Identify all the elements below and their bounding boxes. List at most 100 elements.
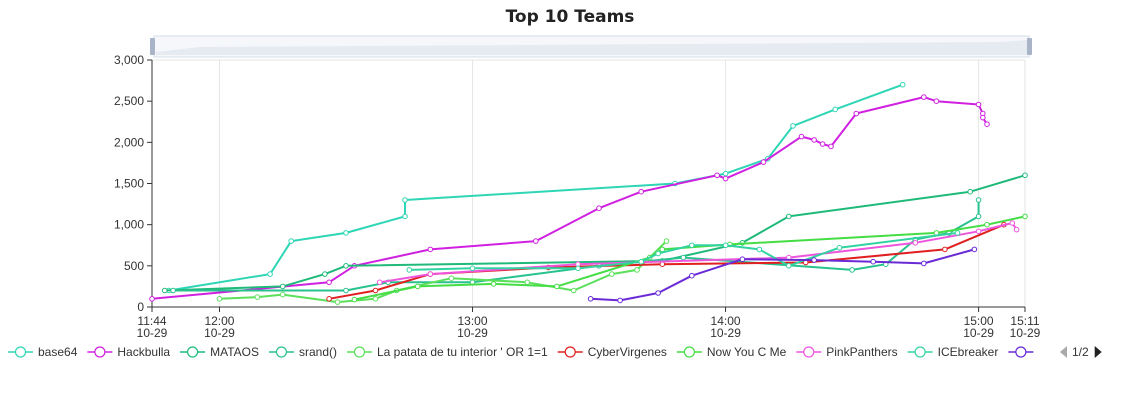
data-point[interactable] bbox=[427, 246, 434, 253]
data-point[interactable] bbox=[617, 297, 623, 304]
data-point[interactable] bbox=[811, 257, 817, 263]
data-point[interactable] bbox=[786, 213, 792, 220]
data-point[interactable] bbox=[655, 290, 661, 296]
series-line[interactable] bbox=[168, 83, 904, 292]
data-point[interactable] bbox=[524, 279, 531, 286]
data-point[interactable] bbox=[975, 197, 982, 203]
data-point[interactable] bbox=[849, 267, 855, 273]
data-point[interactable] bbox=[267, 271, 273, 277]
data-point[interactable] bbox=[714, 172, 720, 179]
data-point[interactable] bbox=[402, 197, 408, 203]
data-point[interactable] bbox=[343, 287, 349, 294]
data-point[interactable] bbox=[689, 272, 695, 279]
data-point[interactable] bbox=[786, 263, 792, 269]
data-point[interactable] bbox=[722, 170, 729, 177]
data-point[interactable] bbox=[971, 246, 978, 253]
data-point[interactable] bbox=[372, 287, 379, 294]
data-point[interactable] bbox=[469, 265, 476, 272]
data-point[interactable] bbox=[427, 271, 434, 277]
slider-right-handle[interactable] bbox=[1027, 38, 1032, 55]
data-point[interactable] bbox=[663, 238, 670, 244]
data-point[interactable] bbox=[326, 296, 332, 302]
data-point[interactable] bbox=[954, 230, 961, 236]
data-point[interactable] bbox=[811, 137, 817, 143]
data-point[interactable] bbox=[334, 299, 341, 305]
data-point[interactable] bbox=[596, 205, 602, 211]
data-point[interactable] bbox=[680, 254, 687, 261]
data-point[interactable] bbox=[326, 279, 332, 286]
data-point[interactable] bbox=[570, 287, 577, 294]
data-point[interactable] bbox=[870, 258, 877, 265]
data-point[interactable] bbox=[975, 228, 982, 235]
legend-item-4[interactable]: La patata de tu interior ' OR 1=1 bbox=[346, 345, 548, 359]
data-point[interactable] bbox=[587, 296, 594, 302]
data-point[interactable] bbox=[490, 281, 497, 287]
data-point[interactable] bbox=[322, 271, 328, 277]
data-point[interactable] bbox=[279, 291, 286, 298]
data-point[interactable] bbox=[254, 294, 261, 300]
legend-item-2[interactable]: MATAOS bbox=[180, 345, 259, 359]
data-point[interactable] bbox=[608, 271, 615, 277]
data-point[interactable] bbox=[533, 238, 539, 244]
data-point[interactable] bbox=[638, 188, 645, 195]
data-point[interactable] bbox=[279, 283, 286, 290]
data-point[interactable] bbox=[790, 123, 796, 129]
legend-item-7[interactable]: PinkPanthers bbox=[796, 345, 898, 359]
legend-item-9[interactable] bbox=[1008, 346, 1034, 358]
data-point[interactable] bbox=[402, 213, 408, 220]
data-point[interactable] bbox=[161, 287, 168, 294]
data-point[interactable] bbox=[722, 175, 729, 182]
series-line[interactable] bbox=[219, 240, 668, 304]
data-point[interactable] bbox=[655, 250, 661, 257]
legend-item-3[interactable]: srand() bbox=[268, 345, 337, 359]
data-point[interactable] bbox=[760, 159, 767, 165]
data-point[interactable] bbox=[1022, 213, 1028, 220]
data-point[interactable] bbox=[638, 258, 645, 265]
slider-left-handle[interactable] bbox=[150, 38, 155, 55]
legend-item-8[interactable]: ICEbreaker bbox=[907, 345, 999, 359]
data-point[interactable] bbox=[343, 230, 349, 236]
data-point[interactable] bbox=[739, 256, 746, 263]
data-point[interactable] bbox=[899, 81, 906, 88]
data-point[interactable] bbox=[406, 267, 413, 273]
data-point[interactable] bbox=[967, 188, 974, 195]
data-point[interactable] bbox=[1022, 172, 1028, 179]
data-point[interactable] bbox=[836, 244, 843, 251]
data-point[interactable] bbox=[659, 246, 666, 253]
data-point[interactable] bbox=[819, 141, 826, 147]
data-point[interactable] bbox=[722, 242, 729, 249]
data-point[interactable] bbox=[828, 143, 834, 150]
data-point[interactable] bbox=[756, 246, 763, 253]
data-point[interactable] bbox=[376, 279, 383, 286]
legend-item-1[interactable]: Hackbulla bbox=[87, 345, 170, 359]
data-point[interactable] bbox=[372, 296, 379, 302]
data-point[interactable] bbox=[554, 283, 560, 290]
data-point[interactable] bbox=[575, 265, 581, 272]
legend-item-6[interactable]: Now You C Me bbox=[676, 345, 787, 359]
data-point[interactable] bbox=[288, 238, 295, 244]
series-line[interactable] bbox=[164, 174, 1026, 292]
data-point[interactable] bbox=[216, 296, 223, 302]
data-point[interactable] bbox=[980, 114, 986, 121]
data-point[interactable] bbox=[912, 240, 919, 246]
data-point[interactable] bbox=[933, 98, 940, 104]
data-point[interactable] bbox=[975, 213, 982, 220]
data-point[interactable] bbox=[634, 267, 640, 273]
data-point[interactable] bbox=[351, 296, 358, 303]
data-point[interactable] bbox=[853, 110, 860, 117]
data-point[interactable] bbox=[343, 263, 349, 269]
data-point[interactable] bbox=[689, 242, 695, 249]
data-point[interactable] bbox=[921, 260, 927, 267]
data-point[interactable] bbox=[921, 94, 927, 100]
data-point[interactable] bbox=[149, 296, 155, 302]
data-point[interactable] bbox=[414, 283, 421, 290]
data-point[interactable] bbox=[1013, 226, 1020, 233]
triangle-left-icon[interactable] bbox=[1060, 346, 1067, 358]
data-point[interactable] bbox=[832, 106, 839, 113]
data-zoom-slider[interactable] bbox=[150, 35, 1032, 58]
data-point[interactable] bbox=[1009, 220, 1016, 226]
data-point[interactable] bbox=[448, 275, 455, 282]
legend-item-5[interactable]: CyberVirgenes bbox=[557, 345, 667, 359]
data-point[interactable] bbox=[975, 101, 982, 108]
data-point[interactable] bbox=[170, 287, 176, 294]
